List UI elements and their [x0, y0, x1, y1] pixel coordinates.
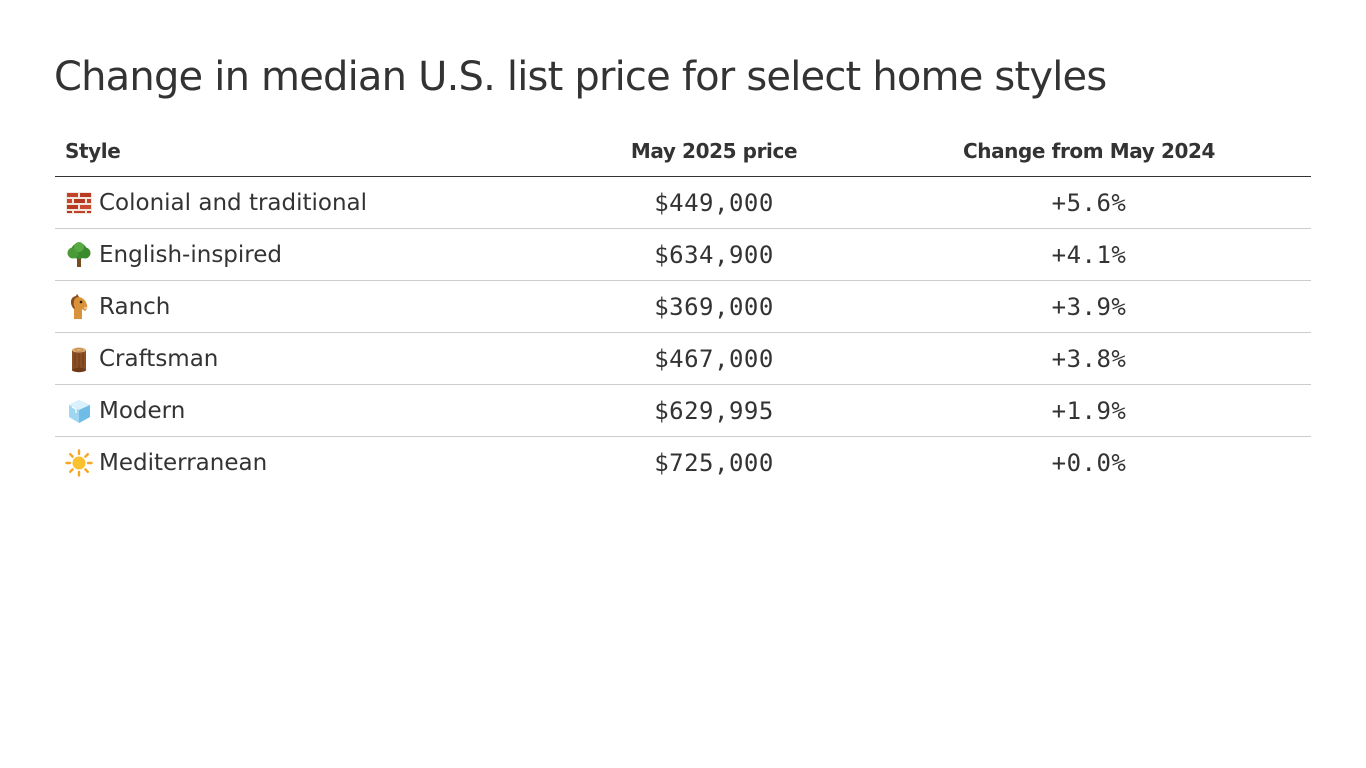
- price-cell: $449,000: [654, 188, 774, 217]
- style-label: Craftsman: [99, 345, 219, 372]
- table-row: Ranch $369,000 +3.9%: [55, 281, 1311, 333]
- table-row: Modern $629,995 +1.9%: [55, 385, 1311, 437]
- data-table: Style May 2025 price Change from May 202…: [55, 128, 1311, 488]
- table-row: Mediterranean $725,000 +0.0%: [55, 437, 1311, 488]
- sun-icon: [65, 448, 93, 477]
- tree-icon: [65, 241, 93, 269]
- style-label: Colonial and traditional: [99, 189, 368, 216]
- style-cell: Ranch: [65, 281, 170, 332]
- change-cell: +3.8%: [1051, 344, 1127, 373]
- table-row: Colonial and traditional $449,000 +5.6%: [55, 177, 1311, 229]
- style-cell: Colonial and traditional: [65, 177, 367, 228]
- style-cell: Craftsman: [65, 333, 218, 384]
- style-cell: English-inspired: [65, 229, 282, 280]
- column-header-style: Style: [65, 139, 121, 163]
- style-cell: Mediterranean: [65, 437, 267, 488]
- price-cell: $634,900: [654, 240, 774, 269]
- price-cell: $629,995: [654, 396, 774, 425]
- table-header: Style May 2025 price Change from May 202…: [55, 128, 1311, 177]
- change-cell: +5.6%: [1051, 188, 1127, 217]
- style-label: Mediterranean: [99, 449, 268, 476]
- change-cell: +0.0%: [1051, 448, 1127, 477]
- style-label: Ranch: [99, 293, 171, 320]
- ice-cube-icon: [65, 397, 93, 425]
- style-label: English-inspired: [99, 241, 282, 268]
- column-header-change: Change from May 2024: [962, 139, 1216, 163]
- price-cell: $369,000: [654, 292, 774, 321]
- table-row: English-inspired $634,900 +4.1%: [55, 229, 1311, 281]
- horse-icon: [65, 293, 93, 321]
- price-cell: $725,000: [654, 448, 774, 477]
- price-cell: $467,000: [654, 344, 774, 373]
- style-label: Modern: [99, 397, 186, 424]
- style-cell: Modern: [65, 385, 185, 436]
- change-cell: +1.9%: [1051, 396, 1127, 425]
- column-header-price: May 2025 price: [630, 139, 798, 163]
- wood-icon: [65, 345, 93, 373]
- change-cell: +4.1%: [1051, 240, 1127, 269]
- table-row: Craftsman $467,000 +3.8%: [55, 333, 1311, 385]
- page-title: Change in median U.S. list price for sel…: [54, 54, 1107, 100]
- brick-icon: [65, 189, 93, 217]
- change-cell: +3.9%: [1051, 292, 1127, 321]
